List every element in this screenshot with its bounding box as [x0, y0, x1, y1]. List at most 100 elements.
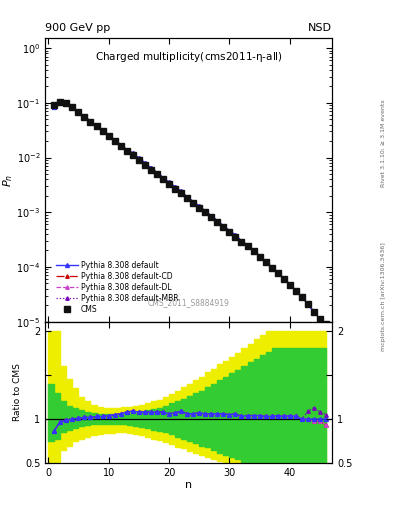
CMS — [209, 214, 214, 220]
Pythia 8.308 default-CD — [118, 142, 123, 148]
Pythia 8.308 default-MBR — [294, 288, 298, 294]
Pythia 8.308 default — [299, 294, 304, 301]
CMS — [197, 205, 202, 211]
Pythia 8.308 default-DL — [239, 238, 244, 244]
Pythia 8.308 default — [197, 203, 202, 209]
Pythia 8.308 default-MBR — [312, 309, 316, 315]
Pythia 8.308 default-DL — [100, 127, 105, 134]
Pythia 8.308 default-MBR — [318, 316, 322, 323]
Text: CMS_2011_S8884919: CMS_2011_S8884919 — [148, 298, 230, 308]
Pythia 8.308 default-MBR — [143, 160, 147, 166]
Pythia 8.308 default-CD — [191, 199, 196, 205]
Pythia 8.308 default — [294, 288, 298, 294]
Pythia 8.308 default — [149, 165, 153, 171]
Pythia 8.308 default — [88, 118, 93, 124]
Pythia 8.308 default-CD — [58, 99, 62, 105]
CMS — [185, 195, 189, 201]
Pythia 8.308 default-MBR — [324, 321, 329, 327]
Pythia 8.308 default-MBR — [173, 184, 177, 190]
Pythia 8.308 default-DL — [209, 213, 214, 219]
Pythia 8.308 default-MBR — [263, 258, 268, 264]
Text: Rivet 3.1.10; ≥ 3.1M events: Rivet 3.1.10; ≥ 3.1M events — [381, 99, 386, 187]
Pythia 8.308 default-MBR — [106, 132, 111, 138]
Pythia 8.308 default-DL — [130, 150, 135, 156]
Pythia 8.308 default-DL — [251, 247, 256, 253]
Pythia 8.308 default-CD — [324, 321, 329, 327]
Pythia 8.308 default — [130, 150, 135, 156]
Pythia 8.308 default-CD — [70, 104, 75, 111]
Pythia 8.308 default-MBR — [88, 118, 93, 124]
Pythia 8.308 default-DL — [245, 242, 250, 248]
Pythia 8.308 default-DL — [263, 258, 268, 264]
CMS — [318, 316, 322, 323]
CMS — [239, 239, 244, 245]
CMS — [312, 309, 316, 315]
Pythia 8.308 default-MBR — [209, 213, 214, 219]
Pythia 8.308 default-CD — [124, 146, 129, 153]
Pythia 8.308 default-CD — [269, 264, 274, 270]
Pythia 8.308 default-DL — [215, 218, 220, 224]
Pythia 8.308 default-DL — [88, 118, 93, 124]
Pythia 8.308 default-DL — [185, 194, 189, 200]
Pythia 8.308 default-CD — [167, 179, 171, 185]
CMS — [179, 190, 184, 197]
Pythia 8.308 default-DL — [124, 146, 129, 153]
CMS — [251, 248, 256, 254]
Pythia 8.308 default-DL — [173, 184, 177, 190]
CMS — [294, 288, 298, 294]
Pythia 8.308 default-MBR — [118, 142, 123, 148]
Pythia 8.308 default — [179, 188, 184, 195]
Pythia 8.308 default-CD — [173, 184, 177, 190]
Pythia 8.308 default-CD — [245, 242, 250, 248]
Pythia 8.308 default-DL — [318, 316, 322, 323]
Pythia 8.308 default-MBR — [245, 242, 250, 248]
Pythia 8.308 default-CD — [281, 275, 286, 282]
CMS — [221, 224, 226, 230]
Pythia 8.308 default — [161, 175, 165, 181]
CMS — [281, 276, 286, 282]
Pythia 8.308 default — [209, 213, 214, 219]
Line: Pythia 8.308 default-CD: Pythia 8.308 default-CD — [53, 100, 328, 326]
Pythia 8.308 default-DL — [179, 188, 184, 195]
Pythia 8.308 default — [251, 247, 256, 253]
Pythia 8.308 default — [100, 127, 105, 134]
Pythia 8.308 default — [324, 321, 329, 327]
Pythia 8.308 default-MBR — [149, 165, 153, 171]
Pythia 8.308 default — [82, 114, 87, 120]
Pythia 8.308 default-CD — [130, 150, 135, 156]
Pythia 8.308 default-MBR — [233, 232, 238, 238]
Pythia 8.308 default-CD — [318, 316, 322, 323]
Pythia 8.308 default-MBR — [197, 203, 202, 209]
Pythia 8.308 default-DL — [203, 208, 208, 214]
Pythia 8.308 default — [191, 199, 196, 205]
Pythia 8.308 default-DL — [287, 282, 292, 288]
CMS — [149, 166, 153, 173]
Pythia 8.308 default-MBR — [70, 104, 75, 111]
CMS — [52, 102, 57, 108]
Pythia 8.308 default-DL — [306, 301, 310, 307]
Pythia 8.308 default — [154, 169, 159, 176]
Pythia 8.308 default-DL — [143, 160, 147, 166]
Pythia 8.308 default-DL — [281, 275, 286, 282]
X-axis label: n: n — [185, 480, 192, 489]
Pythia 8.308 default — [52, 104, 57, 111]
Pythia 8.308 default-MBR — [275, 269, 280, 275]
Pythia 8.308 default — [239, 238, 244, 244]
Pythia 8.308 default-CD — [312, 309, 316, 315]
Pythia 8.308 default-DL — [233, 232, 238, 238]
Y-axis label: $P_n$: $P_n$ — [1, 174, 15, 186]
Pythia 8.308 default-DL — [197, 203, 202, 209]
Pythia 8.308 default-MBR — [100, 127, 105, 134]
Pythia 8.308 default — [173, 184, 177, 190]
CMS — [173, 185, 177, 191]
Pythia 8.308 default — [257, 253, 262, 259]
Pythia 8.308 default-DL — [149, 165, 153, 171]
CMS — [191, 200, 196, 206]
Pythia 8.308 default-CD — [257, 253, 262, 259]
CMS — [245, 243, 250, 249]
Pythia 8.308 default-DL — [82, 114, 87, 120]
Pythia 8.308 default — [221, 223, 226, 229]
Pythia 8.308 default-CD — [239, 238, 244, 244]
Pythia 8.308 default-CD — [185, 194, 189, 200]
Pythia 8.308 default-CD — [221, 223, 226, 229]
